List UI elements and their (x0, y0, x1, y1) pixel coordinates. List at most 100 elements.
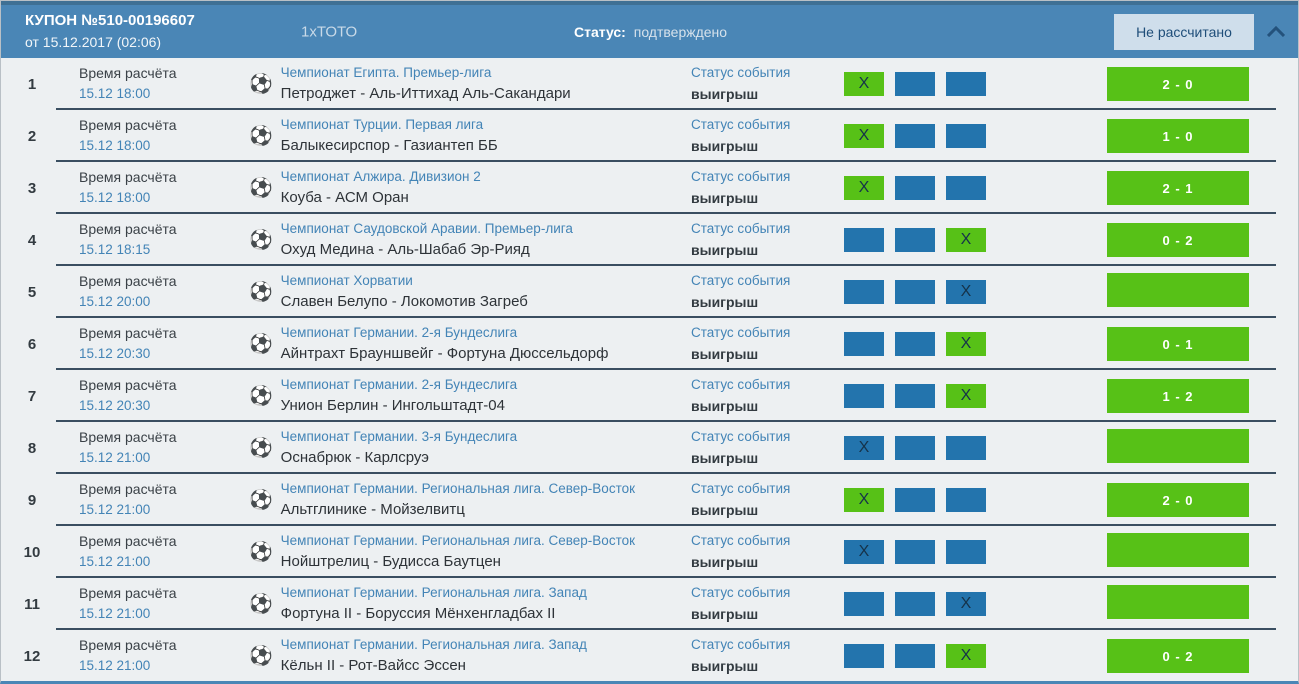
league-link[interactable]: Чемпионат Германии. 2-я Бундеслига (280, 324, 518, 340)
event-status-value: выигрыш (691, 137, 759, 154)
pick-box[interactable]: X (946, 280, 986, 304)
league-link[interactable]: Чемпионат Египта. Премьер-лига (280, 64, 492, 80)
pick-box[interactable]: X (946, 384, 986, 408)
coupon-row: 10 Время расчёта 15.12 21:00 ⚽ Чемпионат… (1, 526, 1298, 578)
pick-box[interactable]: X (844, 72, 884, 96)
score-button[interactable] (1107, 272, 1249, 307)
league-link[interactable]: Чемпионат Германии. 2-я Бундеслига (280, 376, 518, 392)
pick-box[interactable] (844, 332, 884, 356)
coupon-row: 2 Время расчёта 15.12 18:00 ⚽ Чемпионат … (1, 110, 1298, 162)
row-number: 9 (27, 491, 37, 509)
settle-time-label: Время расчёта (79, 325, 177, 342)
pick-box[interactable]: X (946, 228, 986, 252)
pick-box[interactable] (895, 72, 935, 96)
settle-time-value: 15.12 21:00 (79, 502, 151, 518)
pick-box[interactable] (895, 228, 935, 252)
score-button[interactable] (1107, 532, 1249, 567)
score-button[interactable]: 2 - 0 (1107, 67, 1249, 101)
event-status: Статус события выигрыш (691, 375, 844, 416)
event-status-label: Статус события (691, 169, 791, 185)
pick-box[interactable] (946, 124, 986, 148)
score-button[interactable]: 2 - 0 (1107, 483, 1249, 517)
event-cell: ⚽ Чемпионат Алжира. Дивизион 2 Коуба - А… (249, 167, 691, 210)
pick-box[interactable] (946, 176, 986, 200)
pick-box[interactable] (946, 72, 986, 96)
settle-time: Время расчёта 15.12 18:00 (63, 63, 249, 104)
pick-box[interactable] (946, 488, 986, 512)
settle-time: Время расчёта 15.12 21:00 (63, 583, 249, 624)
pick-box[interactable]: X (844, 176, 884, 200)
league-link[interactable]: Чемпионат Германии. Региональная лига. З… (280, 636, 587, 652)
pick-box[interactable] (946, 540, 986, 564)
match-teams: Кёльн II - Рот-Вайсс Эссен (280, 656, 466, 674)
soccer-ball-icon: ⚽ (249, 437, 273, 459)
soccer-ball-icon: ⚽ (249, 593, 273, 615)
soccer-ball-icon: ⚽ (249, 645, 273, 667)
pick-box[interactable] (844, 644, 884, 668)
pick-box[interactable] (895, 436, 935, 460)
pick-box[interactable]: X (844, 540, 884, 564)
score-button[interactable]: 1 - 2 (1107, 379, 1249, 413)
league-link[interactable]: Чемпионат Германии. Региональная лига. С… (280, 532, 636, 548)
pick-box[interactable]: X (844, 124, 884, 148)
pick-box[interactable] (844, 228, 884, 252)
result-status-button[interactable]: Не рассчитано (1114, 13, 1254, 50)
pick-box[interactable] (895, 384, 935, 408)
settle-time-label: Время расчёта (79, 585, 177, 602)
league-link[interactable]: Чемпионат Германии. 3-я Бундеслига (280, 428, 518, 444)
event-status-label: Статус события (691, 117, 791, 133)
pick-box[interactable] (895, 540, 935, 564)
score-button[interactable]: 0 - 2 (1107, 223, 1249, 257)
settle-time-value: 15.12 21:00 (79, 554, 151, 570)
pick-box[interactable] (946, 436, 986, 460)
event-status-label: Статус события (691, 637, 791, 653)
league-link[interactable]: Чемпионат Алжира. Дивизион 2 (280, 168, 481, 184)
event-status: Статус события выигрыш (691, 323, 844, 364)
pick-boxes: X (844, 644, 1094, 668)
event-status-label: Статус события (691, 377, 791, 393)
score-button[interactable] (1107, 428, 1249, 463)
league-link[interactable]: Чемпионат Хорватии (280, 272, 413, 288)
score-button[interactable]: 0 - 1 (1107, 327, 1249, 361)
score-button[interactable]: 0 - 2 (1107, 639, 1249, 673)
row-number: 11 (24, 595, 40, 613)
league-link[interactable]: Чемпионат Саудовской Аравии. Премьер-лиг… (280, 220, 573, 236)
event-cell: ⚽ Чемпионат Египта. Премьер-лига Петродж… (249, 63, 691, 106)
match-teams: Коуба - АСМ Оран (280, 188, 409, 206)
score-button[interactable] (1107, 584, 1249, 619)
pick-box[interactable] (844, 384, 884, 408)
settle-time-value: 15.12 21:00 (79, 606, 151, 622)
league-link[interactable]: Чемпионат Германии. Региональная лига. С… (280, 480, 636, 496)
coupon-row: 7 Время расчёта 15.12 20:30 ⚽ Чемпионат … (1, 370, 1298, 422)
league-link[interactable]: Чемпионат Турции. Первая лига (280, 116, 484, 132)
pick-box[interactable]: X (946, 644, 986, 668)
collapse-chevron-icon[interactable] (1254, 26, 1298, 37)
pick-box[interactable]: X (946, 592, 986, 616)
pick-box[interactable] (895, 332, 935, 356)
pick-box[interactable] (895, 592, 935, 616)
coupon-number: КУПОН №510-00196607 (25, 12, 195, 30)
event-status: Статус события выигрыш (691, 167, 844, 208)
event-status-value: выигрыш (691, 657, 759, 674)
score-button[interactable]: 2 - 1 (1107, 171, 1249, 205)
settle-time-label: Время расчёта (79, 65, 177, 82)
match-teams: Славен Белупо - Локомотив Загреб (280, 292, 528, 310)
pick-box[interactable] (895, 124, 935, 148)
settle-time-value: 15.12 21:00 (79, 658, 151, 674)
score-button[interactable]: 1 - 0 (1107, 119, 1249, 153)
league-link[interactable]: Чемпионат Германии. Региональная лига. З… (280, 584, 587, 600)
pick-box[interactable]: X (946, 332, 986, 356)
row-number: 7 (27, 387, 37, 405)
status-value: подтверждено (633, 23, 728, 40)
pick-box[interactable] (844, 280, 884, 304)
pick-box[interactable] (844, 592, 884, 616)
event-cell: ⚽ Чемпионат Германии. Региональная лига.… (249, 531, 691, 574)
pick-box[interactable] (895, 280, 935, 304)
coupon-status: Статус: подтверждено (574, 24, 727, 40)
pick-box[interactable]: X (844, 436, 884, 460)
pick-box[interactable] (895, 176, 935, 200)
pick-box[interactable]: X (844, 488, 884, 512)
pick-box[interactable] (895, 488, 935, 512)
pick-box[interactable] (895, 644, 935, 668)
